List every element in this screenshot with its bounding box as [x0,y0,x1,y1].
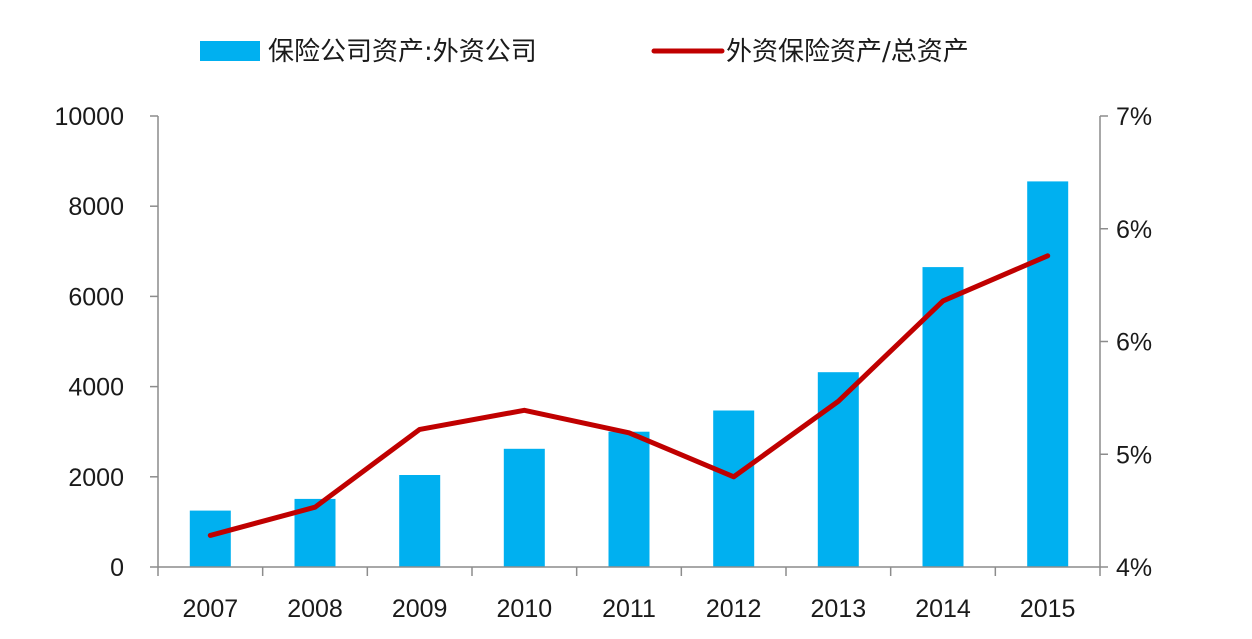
x-tick-label: 2010 [497,595,553,623]
left-tick-label: 2000 [68,464,124,492]
x-tick-label: 2012 [706,595,762,623]
left-tick-label: 6000 [68,283,124,311]
left-tick-label: 4000 [68,374,124,402]
right-tick-label: 4% [1116,554,1152,582]
bar-2007 [189,510,231,567]
bar-2009 [399,475,441,567]
left-tick-label: 0 [110,554,124,582]
bar-series [189,181,1069,567]
bar-2012 [713,410,755,567]
right-tick-label: 6% [1116,216,1152,244]
right-tick-label: 6% [1116,329,1152,357]
legend-bar-label: 保险公司资产:外资公司 [268,37,537,67]
legend-bar-swatch [200,41,260,61]
bar-2015 [1027,181,1069,567]
legend-line-label: 外资保险资产/总资产 [726,37,969,67]
line-series [207,253,1051,538]
x-tick-label: 2011 [602,595,656,623]
x-tick-label: 2015 [1020,595,1076,623]
right-tick-label: 7% [1116,103,1152,131]
legend: 保险公司资产:外资公司 外资保险资产/总资产 [200,37,969,67]
x-tick-label: 2008 [287,595,343,623]
left-tick-label: 8000 [68,193,124,221]
axes: 0 2000 4000 6000 8000 10000 4% 5% 6% 6% 7% 2007 2008… [54,103,1152,623]
bar-2010 [503,448,545,567]
x-tick-label: 2013 [811,595,867,623]
left-tick-label: 10000 [54,103,124,131]
x-tick-label: 2009 [392,595,448,623]
right-tick-label: 5% [1116,441,1152,469]
bar-2013 [817,372,859,567]
x-tick-label: 2007 [183,595,239,623]
bar-2011 [608,431,650,567]
x-tick-label: 2014 [915,595,971,623]
